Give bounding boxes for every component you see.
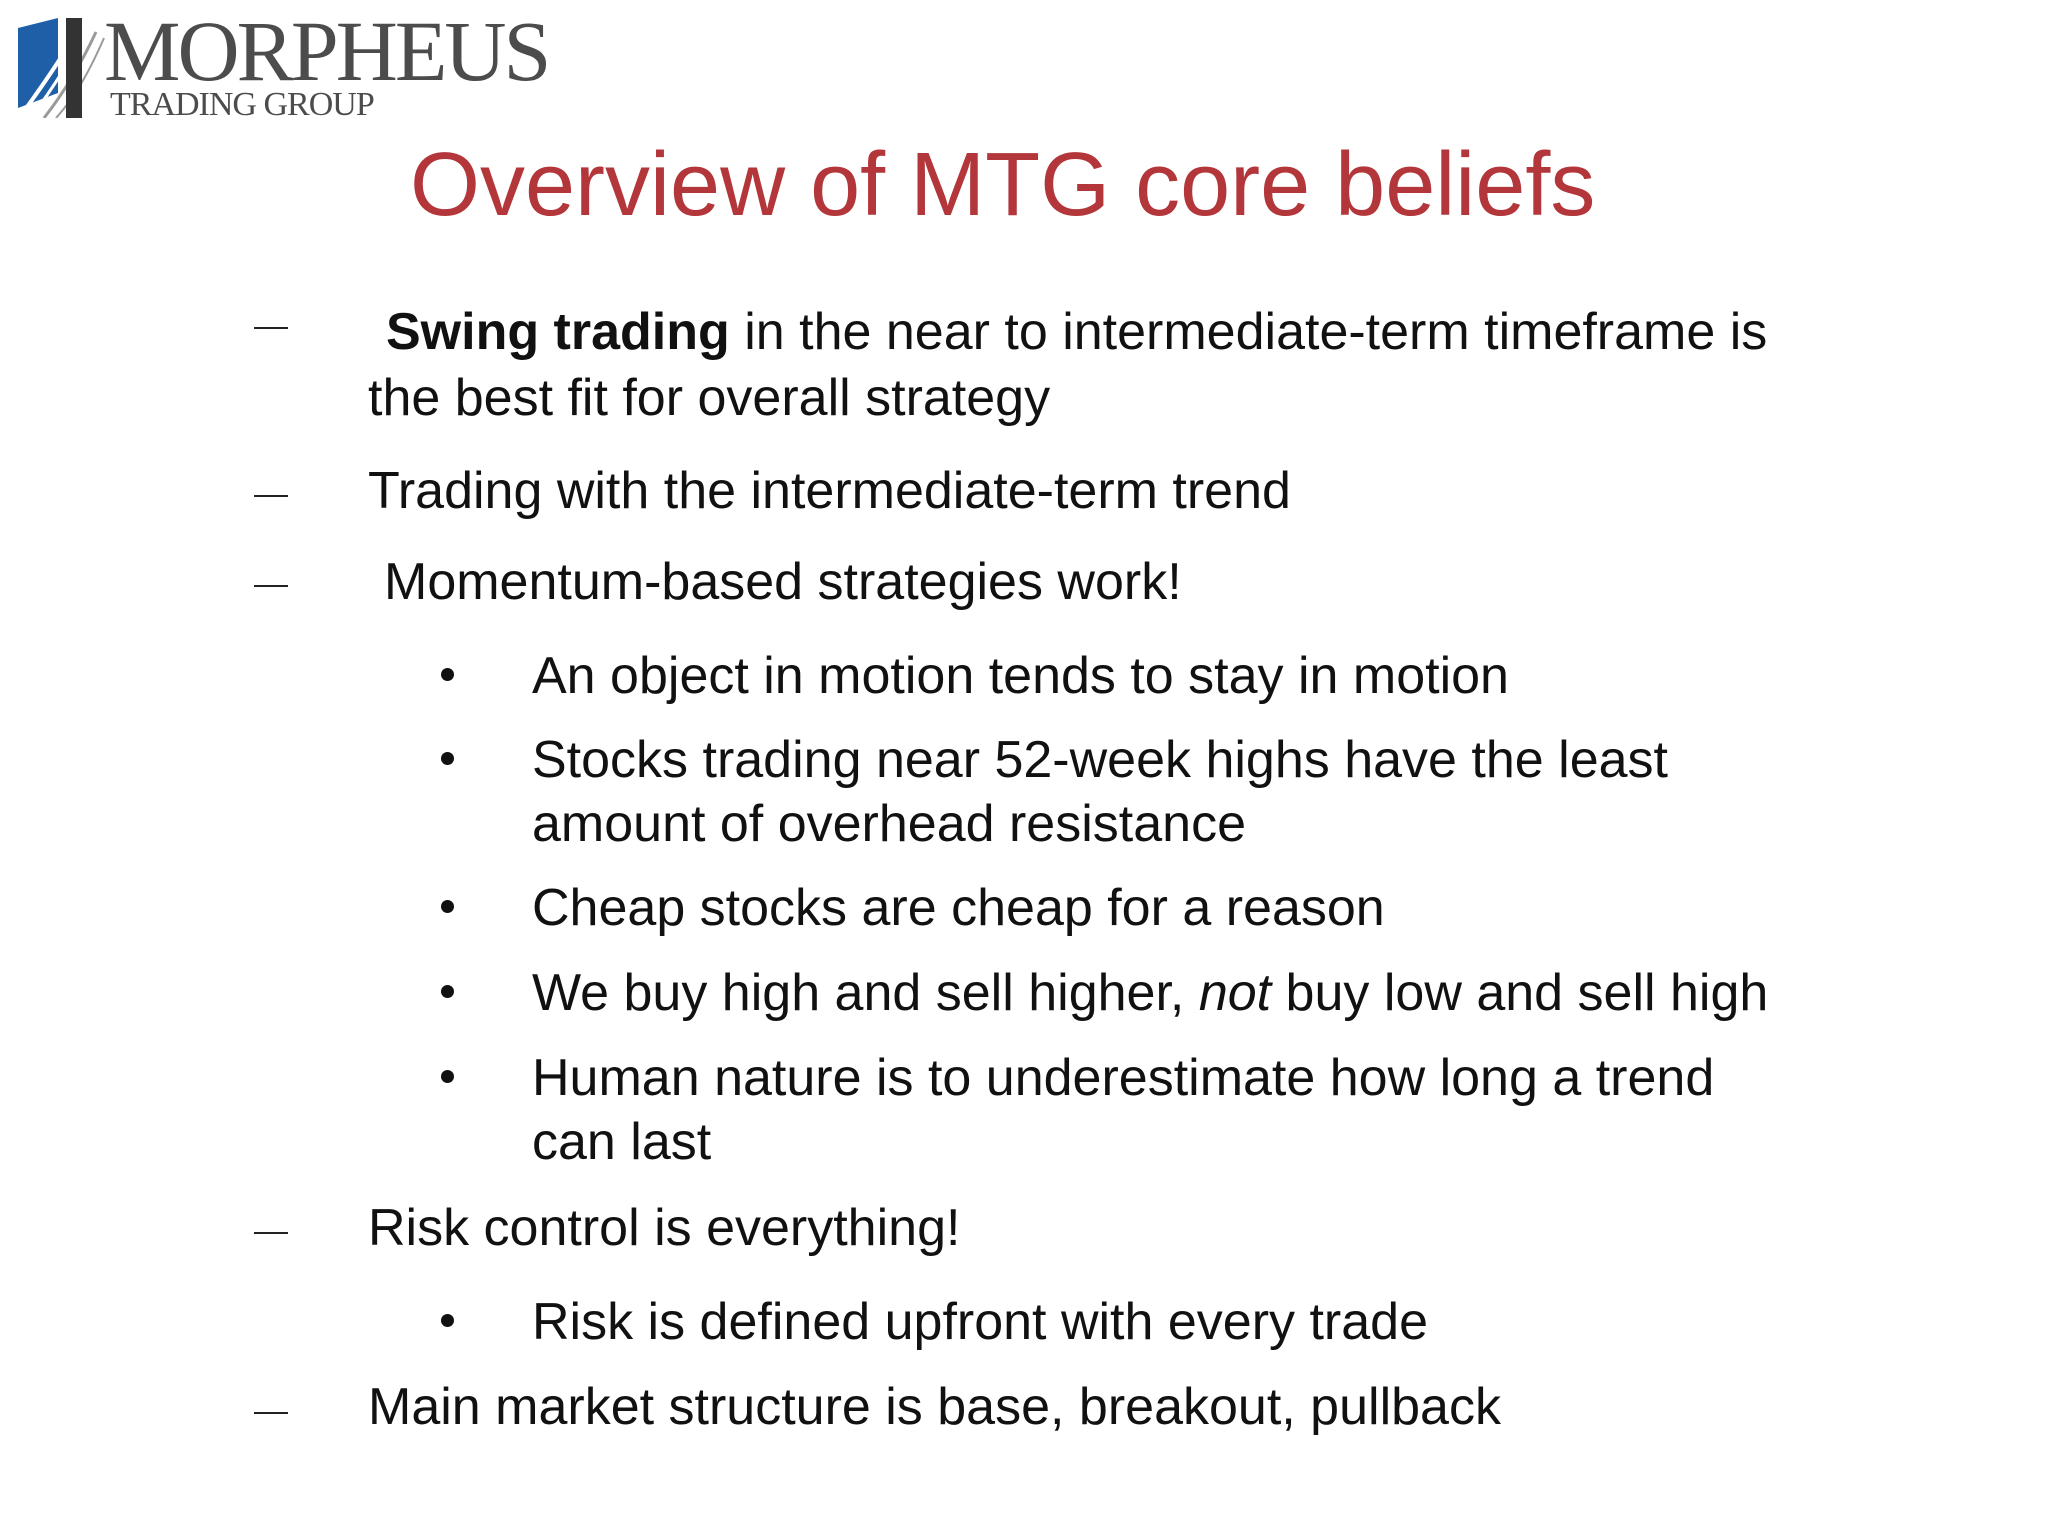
list-item-swing-trading: Swing trading in the near to intermediat… — [386, 300, 1767, 364]
list-subitem-cheap: Cheap stocks are cheap for a reason — [532, 879, 1385, 937]
slide-title: Overview of MTG core beliefs — [410, 135, 1596, 235]
buy-high-emphasis: not — [1198, 964, 1272, 1022]
list-item-risk-control: Risk control is everything! — [368, 1199, 961, 1257]
list-subitem-motion: An object in motion tends to stay in mot… — [532, 647, 1509, 705]
list-item-swing-trading-cont: the best fit for overall strategy — [368, 369, 1051, 427]
list-subitem-highs: Stocks trading near 52-week highs have t… — [532, 731, 1669, 789]
bullet-marker — [441, 1314, 454, 1327]
list-item-momentum: Momentum-based strategies work! — [384, 553, 1182, 611]
bullet-marker — [441, 900, 454, 913]
list-subitem-risk-defined: Risk is defined upfront with every trade — [532, 1293, 1428, 1351]
bullet-marker — [441, 752, 454, 765]
dash-marker — [254, 1412, 288, 1414]
buy-high-text-1: We buy high and sell higher, — [532, 964, 1199, 1022]
bullet-marker — [441, 985, 454, 998]
dash-marker — [254, 1232, 288, 1234]
dash-marker — [254, 585, 288, 587]
logo-name: MORPHEUS — [104, 3, 551, 99]
buy-high-text-2: buy low and sell high — [1271, 964, 1769, 1022]
list-subitem-human-nature-cont: can last — [532, 1113, 712, 1171]
swing-trading-text: in the near to intermediate-term timefra… — [729, 303, 1768, 361]
logo-swoosh-icon — [18, 18, 105, 118]
morpheus-logo: MORPHEUS TRADING GROUP — [18, 8, 551, 124]
logo-tagline: TRADING GROUP — [110, 86, 375, 123]
list-subitem-highs-cont: amount of overhead resistance — [532, 795, 1246, 853]
dash-marker — [254, 327, 288, 329]
list-subitem-human-nature: Human nature is to underestimate how lon… — [532, 1049, 1715, 1107]
list-item-market-structure: Main market structure is base, breakout,… — [368, 1378, 1501, 1436]
swing-trading-bold: Swing trading — [386, 303, 730, 361]
list-item-trend: Trading with the intermediate-term trend — [368, 462, 1291, 520]
dash-marker — [254, 495, 288, 497]
list-subitem-buy-high: We buy high and sell higher, not buy low… — [532, 961, 1768, 1025]
bullet-marker — [441, 668, 454, 681]
bullet-marker — [441, 1070, 454, 1083]
